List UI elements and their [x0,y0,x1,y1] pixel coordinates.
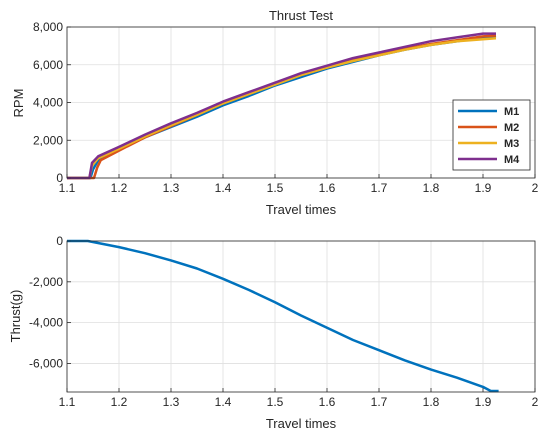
x-tick-label: 1.5 [267,395,284,409]
rpm-x-axis-label: Travel times [266,202,337,217]
legend-label-m2: M2 [504,122,519,134]
y-tick-label: 8,000 [33,20,63,34]
x-tick-label: 2 [532,181,539,195]
legend-item-m4: M4 [458,154,520,166]
x-tick-label: 1.7 [371,395,388,409]
y-tick-label: 0 [56,171,63,185]
x-tick-label: 1.6 [319,395,336,409]
rpm-series-lines [67,32,497,180]
x-tick-label: 1.1 [59,181,76,195]
series-line-m3 [67,37,497,180]
y-tick-label: -4,000 [29,316,63,330]
x-tick-label: 2 [532,395,539,409]
x-tick-label: 1.2 [111,395,128,409]
legend-item-m1: M1 [458,106,519,118]
thrust-y-axis-label: Thrust(g) [8,290,23,343]
x-tick-label: 1.3 [163,181,180,195]
x-tick-label: 1.3 [163,395,180,409]
y-tick-label: 0 [56,234,63,248]
rpm-y-ticks: 0 2,000 4,000 6,000 8,000 [33,20,71,185]
thrust-x-ticks: 1.1 1.2 1.3 1.4 1.5 1.6 1.7 1.8 1.9 2 [59,388,539,409]
legend-label-m3: M3 [504,138,519,150]
series-line-series-1 [67,239,499,393]
legend-item-m3: M3 [458,138,519,150]
x-tick-label: 1.2 [111,181,128,195]
y-tick-label: 6,000 [33,58,63,72]
x-tick-label: 1.5 [267,181,284,195]
series-line-m4 [67,32,496,180]
legend-item-m2: M2 [458,122,519,134]
x-tick-label: 1.6 [319,181,336,195]
x-tick-label: 1.9 [475,395,492,409]
rpm-y-axis-label: RPM [11,89,26,118]
x-tick-label: 1.1 [59,395,76,409]
rpm-chart: 1.1 1.2 1.3 1.4 1.5 1.6 1.7 1.8 1.9 2 0 2,000 4,000… [11,8,539,217]
rpm-x-ticks: 1.1 1.2 1.3 1.4 1.5 1.6 1.7 1.8 1.9 2 [59,174,539,195]
thrust-series-lines [67,239,499,393]
x-tick-label: 1.4 [215,181,232,195]
x-tick-label: 1.8 [423,181,440,195]
x-tick-label: 1.8 [423,395,440,409]
x-tick-label: 1.9 [475,181,492,195]
rpm-chart-title: Thrust Test [269,8,333,23]
y-tick-label: 2,000 [33,133,63,147]
rpm-legend: M1 M2 M3 M4 [452,99,531,171]
thrust-plot-frame [66,240,536,393]
x-tick-label: 1.7 [371,181,388,195]
thrust-y-ticks: -6,000 -4,000 -2,000 0 [29,234,71,370]
y-tick-label: -6,000 [29,356,63,370]
legend-label-m4: M4 [504,154,520,166]
y-tick-label: 4,000 [33,96,63,110]
thrust-x-axis-label: Travel times [266,416,337,431]
x-tick-label: 1.4 [215,395,232,409]
thrust-chart: 1.1 1.2 1.3 1.4 1.5 1.6 1.7 1.8 1.9 2 -6,000 -4,00… [8,234,539,431]
legend-label-m1: M1 [504,106,519,118]
y-tick-label: -2,000 [29,275,63,289]
